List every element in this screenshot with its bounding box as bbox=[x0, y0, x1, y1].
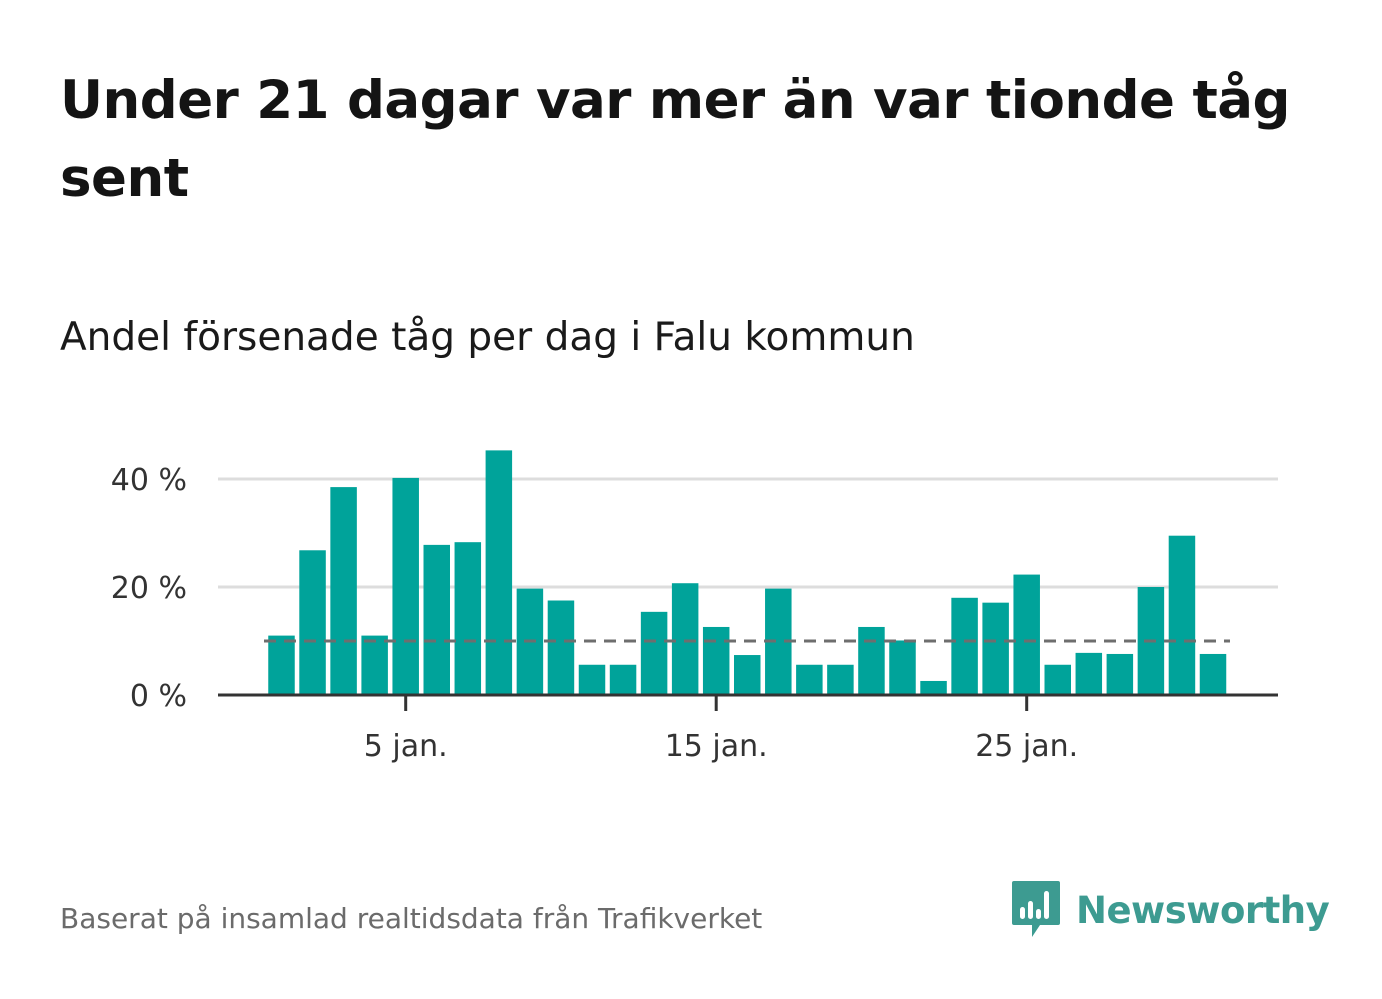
chart-subtitle: Andel försenade tåg per dag i Falu kommu… bbox=[60, 315, 915, 360]
bar bbox=[299, 550, 326, 695]
chart-title: Under 21 dagar var mer än var tionde tåg… bbox=[60, 70, 1290, 209]
bar bbox=[951, 597, 978, 695]
bar bbox=[330, 487, 357, 695]
x-axis-ticks: 5 jan. 15 jan. 25 jan. bbox=[364, 695, 1078, 764]
bar bbox=[1106, 653, 1134, 695]
newsworthy-logo-icon bbox=[1012, 881, 1060, 937]
bar bbox=[671, 583, 699, 695]
y-tick-label: 0 % bbox=[130, 679, 187, 714]
bar bbox=[268, 635, 295, 695]
bar bbox=[485, 450, 513, 695]
y-axis-ticks: 0 % 20 % 40 % bbox=[111, 463, 187, 714]
brand-name: Newsworthy bbox=[1076, 888, 1330, 932]
bar bbox=[734, 655, 761, 695]
bar bbox=[1075, 652, 1103, 695]
bar bbox=[547, 600, 575, 695]
bar bbox=[423, 544, 450, 695]
y-tick-label: 20 % bbox=[111, 571, 187, 606]
newsworthy-logo: Newsworthy bbox=[1010, 878, 1330, 942]
bar bbox=[1013, 574, 1040, 695]
bar bbox=[392, 477, 419, 695]
bar bbox=[796, 664, 823, 695]
x-tick-label: 25 jan. bbox=[975, 729, 1078, 764]
bar bbox=[578, 664, 606, 695]
bar bbox=[858, 626, 885, 695]
bar bbox=[1044, 664, 1071, 695]
y-tick-label: 40 % bbox=[111, 463, 187, 498]
bar bbox=[1168, 535, 1196, 695]
bar bbox=[454, 542, 482, 695]
bars bbox=[268, 450, 1227, 695]
bar bbox=[609, 664, 637, 695]
bar bbox=[920, 680, 947, 695]
gridlines bbox=[218, 477, 1278, 589]
x-tick-label: 5 jan. bbox=[364, 729, 448, 764]
x-tick-label: 15 jan. bbox=[665, 729, 768, 764]
bar-chart: 0 % 20 % 40 % 5 jan. 15 jan. 25 jan. bbox=[111, 450, 1278, 764]
bar bbox=[827, 664, 854, 695]
bar bbox=[889, 640, 916, 695]
bar bbox=[640, 611, 668, 695]
bar bbox=[361, 635, 388, 695]
bar bbox=[982, 602, 1009, 695]
bar bbox=[1199, 653, 1227, 695]
bar bbox=[702, 626, 730, 695]
source-note: Baserat på insamlad realtidsdata från Tr… bbox=[60, 902, 763, 935]
